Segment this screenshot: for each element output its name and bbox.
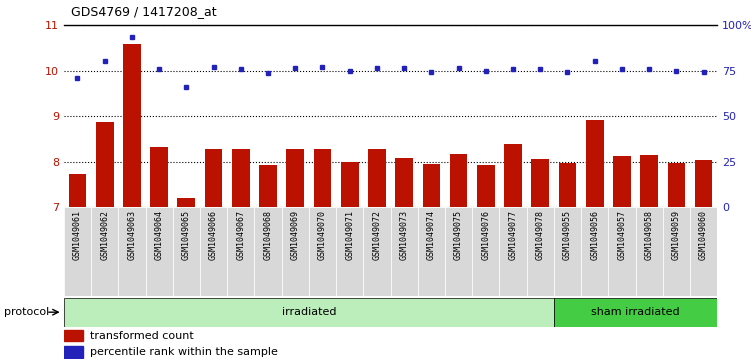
Bar xyxy=(690,207,717,296)
Bar xyxy=(526,207,554,296)
Text: GSM1049075: GSM1049075 xyxy=(454,209,463,260)
Text: GSM1049067: GSM1049067 xyxy=(237,209,246,260)
Bar xyxy=(255,207,282,296)
Text: GSM1049055: GSM1049055 xyxy=(563,209,572,260)
Bar xyxy=(581,207,608,296)
Bar xyxy=(477,165,495,207)
Text: GSM1049069: GSM1049069 xyxy=(291,209,300,260)
Bar xyxy=(450,154,467,207)
Bar xyxy=(391,207,418,296)
Bar xyxy=(504,144,522,207)
Text: GSM1049068: GSM1049068 xyxy=(264,209,273,260)
Text: GSM1049066: GSM1049066 xyxy=(209,209,218,260)
Text: GSM1049062: GSM1049062 xyxy=(100,209,109,260)
Text: GSM1049073: GSM1049073 xyxy=(400,209,409,260)
Text: sham irradiated: sham irradiated xyxy=(591,307,680,317)
Text: GSM1049064: GSM1049064 xyxy=(155,209,164,260)
Bar xyxy=(146,207,173,296)
Text: irradiated: irradiated xyxy=(282,307,336,317)
Text: protocol: protocol xyxy=(4,307,49,317)
Bar xyxy=(64,346,83,358)
Bar xyxy=(91,207,119,296)
Bar xyxy=(173,207,200,296)
Bar xyxy=(608,207,635,296)
Bar xyxy=(123,45,140,207)
Text: GDS4769 / 1417208_at: GDS4769 / 1417208_at xyxy=(71,5,217,18)
Bar xyxy=(559,163,576,207)
Bar xyxy=(668,163,685,207)
Bar xyxy=(695,160,713,207)
Text: GSM1049071: GSM1049071 xyxy=(345,209,354,260)
Bar xyxy=(635,207,662,296)
Bar xyxy=(472,207,499,296)
Bar xyxy=(177,198,195,207)
Bar xyxy=(445,207,472,296)
Bar xyxy=(363,207,391,296)
Bar xyxy=(200,207,227,296)
Text: GSM1049063: GSM1049063 xyxy=(128,209,137,260)
Bar xyxy=(368,149,386,207)
Text: GSM1049056: GSM1049056 xyxy=(590,209,599,260)
Text: transformed count: transformed count xyxy=(90,331,194,341)
Bar xyxy=(119,207,146,296)
Bar xyxy=(64,207,91,296)
Bar xyxy=(286,149,304,207)
Bar xyxy=(499,207,526,296)
Bar xyxy=(205,149,222,207)
Bar xyxy=(423,164,440,207)
Text: GSM1049074: GSM1049074 xyxy=(427,209,436,260)
Text: GSM1049078: GSM1049078 xyxy=(535,209,544,260)
Bar xyxy=(418,207,445,296)
Bar xyxy=(641,155,658,207)
Text: GSM1049058: GSM1049058 xyxy=(644,209,653,260)
Bar xyxy=(68,174,86,207)
Bar xyxy=(613,156,631,207)
Text: GSM1049076: GSM1049076 xyxy=(481,209,490,260)
Text: GSM1049065: GSM1049065 xyxy=(182,209,191,260)
Text: GSM1049060: GSM1049060 xyxy=(699,209,708,260)
Bar xyxy=(336,207,363,296)
Text: GSM1049070: GSM1049070 xyxy=(318,209,327,260)
Text: GSM1049072: GSM1049072 xyxy=(372,209,382,260)
Bar xyxy=(395,158,413,207)
Bar xyxy=(586,120,604,207)
Text: GSM1049059: GSM1049059 xyxy=(672,209,681,260)
Bar xyxy=(662,207,690,296)
Bar xyxy=(64,298,554,327)
Bar xyxy=(64,330,83,341)
Text: GSM1049077: GSM1049077 xyxy=(508,209,517,260)
Bar xyxy=(96,122,113,207)
Text: GSM1049061: GSM1049061 xyxy=(73,209,82,260)
Bar xyxy=(232,149,249,207)
Bar xyxy=(150,147,168,207)
Bar xyxy=(314,149,331,207)
Bar xyxy=(554,298,717,327)
Bar xyxy=(259,165,277,207)
Bar xyxy=(282,207,309,296)
Bar xyxy=(532,159,549,207)
Bar xyxy=(341,162,358,207)
Text: GSM1049057: GSM1049057 xyxy=(617,209,626,260)
Bar xyxy=(309,207,336,296)
Bar xyxy=(227,207,255,296)
Text: percentile rank within the sample: percentile rank within the sample xyxy=(90,347,278,357)
Bar xyxy=(554,207,581,296)
